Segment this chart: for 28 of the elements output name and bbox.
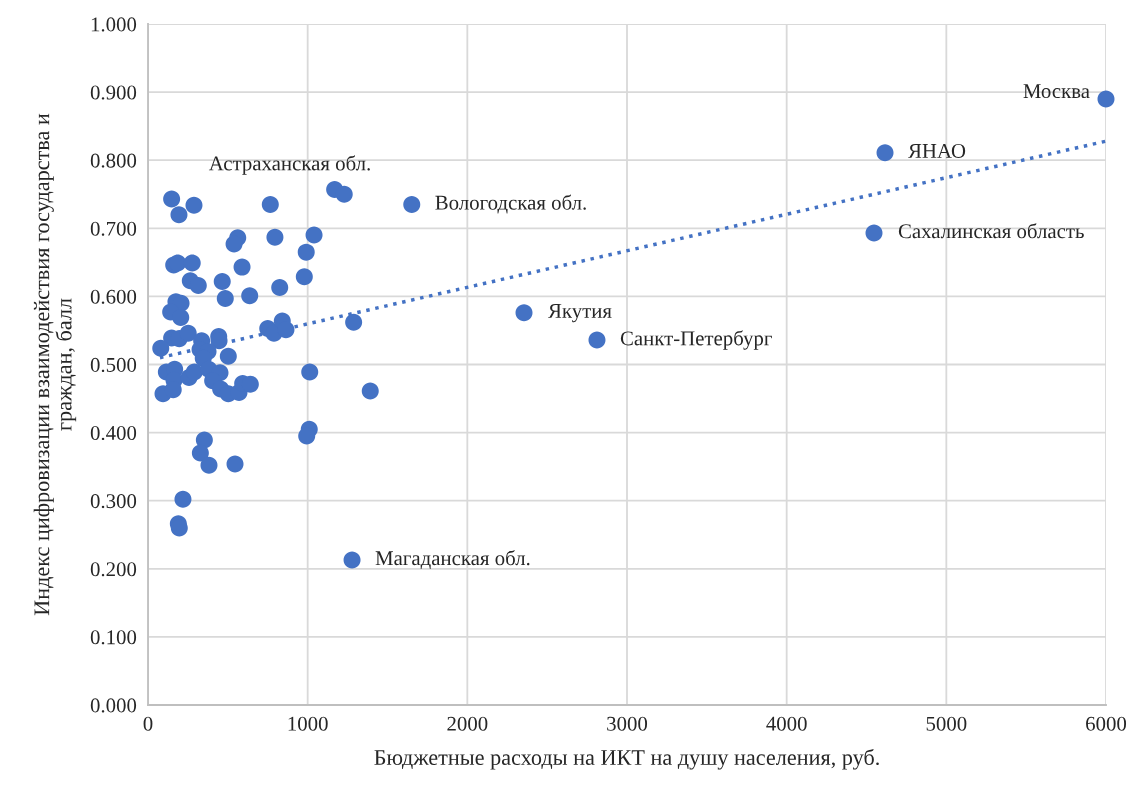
annotation: Москва <box>1023 84 1090 99</box>
annotation: Астраханская обл. <box>208 155 370 175</box>
y-tick-label: 0.900 <box>90 85 137 100</box>
y-axis-title: Индекс цифровизации взаимодействия государства и граждан, балл <box>33 113 77 616</box>
x-tick-label: 4000 <box>766 716 807 731</box>
annotation: Санкт-Петербург <box>620 330 772 350</box>
y-tick-label: 0.800 <box>90 153 137 168</box>
y-tick-label: 0.300 <box>90 494 137 509</box>
x-tick-label: 0 <box>143 716 153 731</box>
annotation: Сахалинская область <box>898 223 1084 239</box>
annotation: ЯНАО <box>908 143 966 158</box>
x-tick-label: 5000 <box>926 716 967 731</box>
annotation: Якутия <box>548 304 612 323</box>
y-tick-label: 0.100 <box>90 630 137 645</box>
y-tick-label: 1.000 <box>91 17 137 32</box>
x-axis-title: Бюджетные расходы на ИКТ на душу населения, руб. <box>374 748 879 770</box>
y-tick-label: 0.400 <box>90 425 137 441</box>
x-tick-label: 3000 <box>607 716 648 731</box>
y-tick-label: 0.200 <box>90 562 137 577</box>
annotation: Магаданская обл. <box>375 550 530 570</box>
y-tick-label: 0.500 <box>90 357 137 373</box>
x-tick-label: 2000 <box>447 716 488 731</box>
y-tick-label: 0.600 <box>90 289 137 304</box>
x-tick-label: 6000 <box>1086 716 1127 731</box>
y-tick-label: 0.000 <box>90 698 137 713</box>
x-tick-label: 1000 <box>288 716 328 731</box>
y-tick-label: 0.700 <box>90 221 137 236</box>
annotation: Вологодская обл. <box>435 194 586 214</box>
